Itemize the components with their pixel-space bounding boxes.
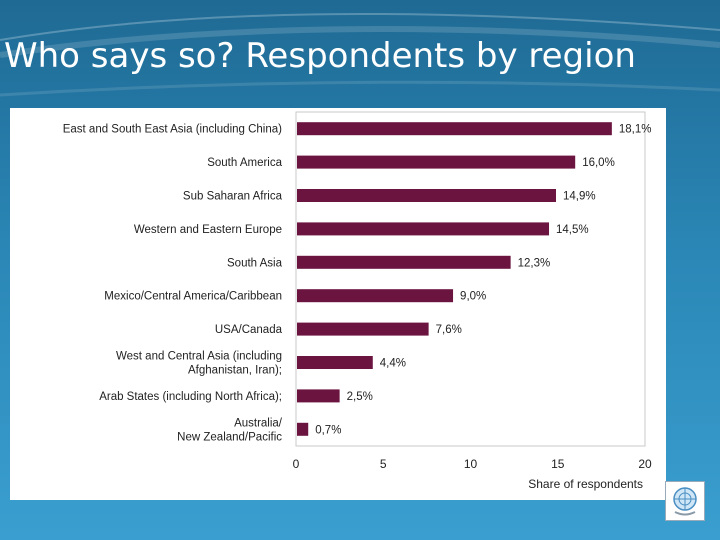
category-label-line: Arab States (including North Africa); xyxy=(99,391,282,403)
category-label-4: South Asia xyxy=(227,257,283,269)
value-label-4: 12,3% xyxy=(518,257,551,269)
category-label-line: South America xyxy=(207,157,282,169)
x-tick-label-0: 0 xyxy=(293,457,300,471)
x-tick-label-3: 15 xyxy=(551,457,565,471)
category-label-line: New Zealand/Pacific xyxy=(177,431,282,443)
bar-5 xyxy=(297,289,454,303)
bar-0 xyxy=(297,122,612,136)
x-tick-label-1: 5 xyxy=(380,457,387,471)
x-tick-label-2: 10 xyxy=(464,457,478,471)
value-label-6: 7,6% xyxy=(436,324,462,336)
category-label-6: USA/Canada xyxy=(215,324,283,336)
category-label-5: Mexico/Central America/Caribbean xyxy=(104,291,282,303)
value-label-7: 4,4% xyxy=(380,358,406,370)
bar-2 xyxy=(297,189,557,202)
value-label-3: 14,5% xyxy=(556,224,589,236)
category-label-line: Mexico/Central America/Caribbean xyxy=(104,291,282,303)
category-label-line: Sub Saharan Africa xyxy=(183,191,283,203)
bar-3 xyxy=(297,222,550,236)
slide-title: Who says so? Respondents by region xyxy=(4,36,636,76)
category-label-line: USA/Canada xyxy=(215,324,283,336)
category-label-line: East and South East Asia (including Chin… xyxy=(63,124,282,136)
category-label-line: Australia/ xyxy=(234,417,283,429)
category-label-9: Australia/New Zealand/Pacific xyxy=(177,417,283,443)
value-label-9: 0,7% xyxy=(315,424,341,436)
value-label-8: 2,5% xyxy=(347,391,373,403)
chart-panel: 18,1% East and South East Asia (including… xyxy=(10,108,666,500)
x-tick-label-4: 20 xyxy=(638,457,652,471)
globe-icon xyxy=(673,487,697,516)
x-axis-title: Share of respondents xyxy=(528,477,643,491)
bar-8 xyxy=(297,389,340,403)
category-label-3: Western and Eastern Europe xyxy=(134,224,282,236)
bar-6 xyxy=(297,322,429,336)
bar-9 xyxy=(297,422,309,436)
bar-chart: 18,1% East and South East Asia (including… xyxy=(63,111,652,491)
category-label-1: South America xyxy=(207,157,282,169)
bar-4 xyxy=(297,255,511,269)
value-label-5: 9,0% xyxy=(460,291,486,303)
value-label-0: 18,1% xyxy=(619,124,652,136)
category-label-7: West and Central Asia (including Afghanis… xyxy=(116,351,282,377)
un-emblem-logo xyxy=(665,481,705,521)
category-label-line: West and Central Asia (including xyxy=(116,351,282,363)
bar-1 xyxy=(297,155,576,169)
category-label-line: South Asia xyxy=(227,257,283,269)
bar-7 xyxy=(297,356,373,369)
value-label-1: 16,0% xyxy=(582,157,615,169)
category-label-0: East and South East Asia (including Chin… xyxy=(63,124,282,136)
category-label-line: Western and Eastern Europe xyxy=(134,224,282,236)
value-label-2: 14,9% xyxy=(563,191,596,203)
category-label-2: Sub Saharan Africa xyxy=(183,191,283,203)
plot-area-frame xyxy=(295,111,646,447)
category-label-line: Afghanistan, Iran); xyxy=(188,365,282,377)
category-label-8: Arab States (including North Africa); xyxy=(99,391,282,403)
